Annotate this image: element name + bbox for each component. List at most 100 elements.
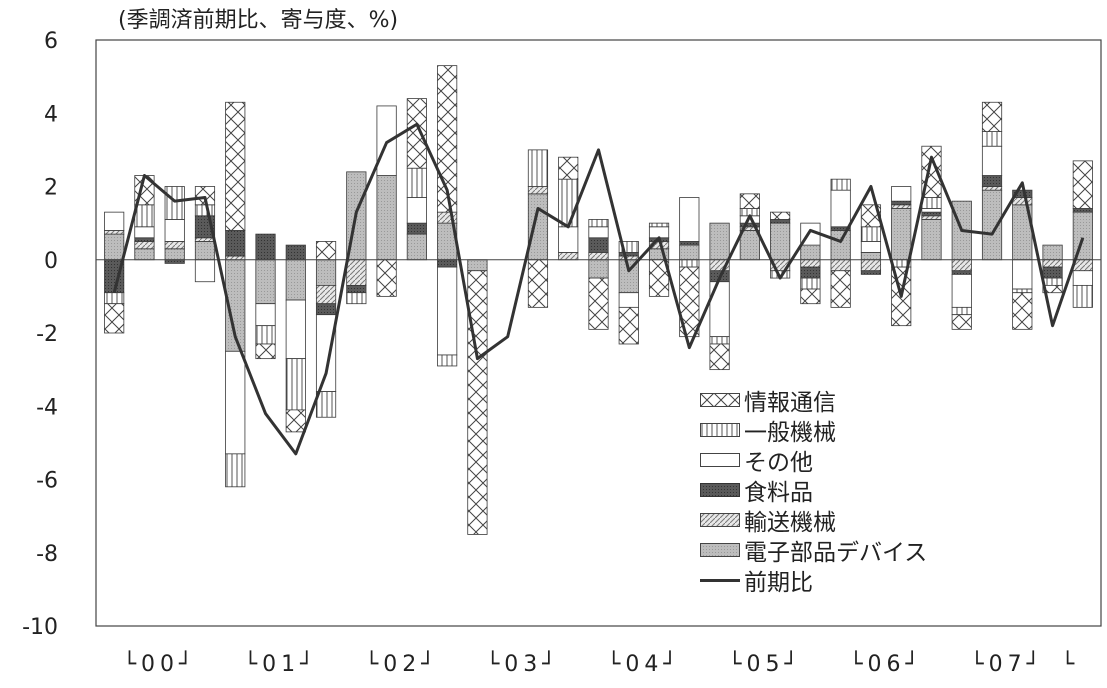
bar-segment-transport	[315, 284, 337, 305]
bar-segment-info	[527, 259, 549, 308]
bar-segment-other	[164, 219, 185, 242]
bar-segment-machinery	[164, 186, 185, 220]
bar-segment-other	[981, 145, 1003, 176]
bar-segment-other	[618, 292, 639, 308]
bar-segment-info	[679, 266, 700, 338]
bar-segment-food	[1012, 189, 1033, 198]
bar-segment-machinery	[800, 277, 821, 290]
bar-segment-machinery	[315, 391, 337, 418]
bar-segment-info	[739, 193, 760, 209]
legend-item-transport: 輸送機械	[700, 505, 1000, 536]
legend-label-qoq: 前期比	[744, 570, 813, 596]
bar-segment-electronic	[406, 233, 427, 261]
legend: 情報通信 一般機械 その他 食料品 輸送機械 電子部品デバイス 前期比	[700, 385, 1000, 596]
legend-swatch-food	[700, 483, 740, 497]
x-year-label: └	[1061, 652, 1080, 677]
bar-segment-info	[437, 65, 458, 213]
line-layer	[112, 122, 1085, 456]
y-tick-label: -2	[36, 322, 58, 347]
bar-segment-food	[134, 237, 155, 242]
legend-item-food: 食料品	[700, 475, 1000, 506]
legend-label-electronic: 電子部品デバイス	[744, 540, 928, 566]
y-tick-label: 2	[44, 176, 58, 201]
bar-segment-food	[860, 270, 882, 275]
bar-segment-food	[739, 222, 760, 228]
bar-segment-other	[679, 197, 700, 242]
bar-segment-transport	[618, 255, 639, 261]
bar-segment-other	[437, 266, 458, 356]
legend-item-electronic: 電子部品デバイス	[700, 535, 1000, 566]
bar-segment-food	[1072, 208, 1093, 213]
bar-segment-electronic	[527, 193, 549, 261]
bar-segment-other	[830, 189, 851, 228]
bar-segment-other	[891, 186, 912, 202]
x-year-label: └01┘	[243, 652, 319, 677]
qoq-line	[112, 122, 1085, 456]
bar-segment-electronic	[315, 259, 337, 286]
bar-segment-food	[800, 266, 821, 279]
legend-swatch-qoq	[700, 578, 740, 582]
bar-segment-electronic	[891, 208, 912, 261]
bar-segment-electronic	[860, 252, 882, 261]
bar-segment-other	[588, 226, 609, 239]
bar-segment-other	[255, 303, 276, 327]
bar-segment-machinery	[588, 219, 609, 228]
bar-segment-other	[134, 226, 155, 239]
bar-segment-electronic	[739, 230, 760, 261]
bar-segment-electronic	[376, 175, 397, 261]
bar-segment-machinery	[618, 241, 639, 253]
legend-label-machinery: 一般機械	[744, 420, 836, 446]
bar-segment-other	[921, 208, 942, 213]
bar-segment-other	[406, 197, 427, 224]
bar-segment-electronic	[1042, 244, 1063, 261]
bar-segment-info	[406, 98, 427, 169]
bar-segment-other	[104, 211, 125, 231]
bar-segment-electronic	[770, 222, 791, 261]
y-tick-label: -4	[36, 395, 58, 420]
legend-swatch-electronic	[700, 543, 740, 557]
bar-segment-electronic	[134, 248, 155, 261]
bar-segment-food	[437, 259, 458, 268]
bar-segment-transport	[891, 204, 912, 209]
y-axis-ticks: 6 4 2 0 -2 -4 -6 -8 -10	[22, 29, 58, 640]
bar-segment-food	[164, 259, 185, 264]
bar-segment-food	[770, 219, 791, 224]
bar-segment-machinery	[1042, 277, 1063, 286]
bar-segment-other	[225, 350, 246, 455]
bar-segment-food	[406, 222, 427, 235]
bar-segment-food	[618, 252, 639, 257]
bar-segment-machinery	[860, 226, 882, 242]
y-tick-label: -8	[36, 542, 58, 567]
bar-segment-food	[891, 200, 912, 206]
bar-segment-electronic	[164, 248, 185, 261]
bar-segment-machinery	[255, 325, 276, 345]
bar-segment-machinery	[1012, 288, 1033, 294]
bar-segment-transport	[588, 252, 609, 261]
y-tick-label: 6	[44, 29, 58, 54]
bar-segment-machinery	[558, 178, 579, 228]
bar-segment-transport	[346, 259, 367, 286]
bar-segment-info	[225, 101, 246, 231]
bar-segment-other	[285, 299, 306, 360]
bar-segment-food	[981, 175, 1003, 187]
plot-frame	[95, 39, 1102, 627]
bar-segment-info	[315, 241, 337, 261]
bar-segment-food	[346, 284, 367, 294]
legend-swatch-machinery	[700, 423, 740, 437]
bar-segment-electronic	[921, 219, 942, 261]
x-year-label: └07┘	[970, 652, 1045, 677]
legend-item-other: その他	[700, 445, 1000, 476]
bar-segment-other	[376, 105, 397, 176]
bar-segment-electronic	[194, 241, 216, 261]
bar-segment-machinery	[134, 204, 155, 228]
bar-segment-food	[285, 244, 306, 261]
y-tick-label: -6	[36, 469, 58, 494]
bar-segment-transport	[1012, 197, 1033, 206]
legend-item-machinery: 一般機械	[700, 415, 1000, 446]
y-tick-label: -10	[22, 615, 58, 640]
bar-segment-food	[921, 211, 942, 217]
y-tick-label: 4	[44, 102, 58, 127]
legend-swatch-other	[700, 453, 740, 467]
bar-segment-transport	[134, 241, 155, 250]
bar-segment-info	[588, 277, 609, 330]
